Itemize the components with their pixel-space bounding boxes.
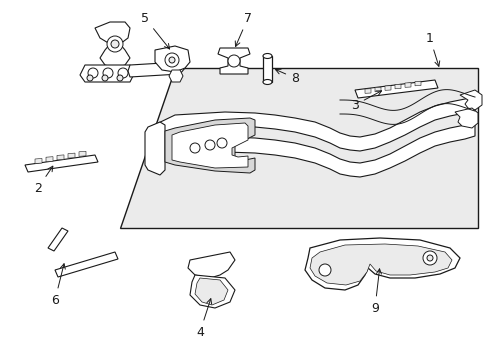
Circle shape (107, 36, 123, 52)
Polygon shape (414, 81, 420, 86)
Circle shape (190, 143, 200, 153)
Polygon shape (148, 123, 474, 177)
Polygon shape (25, 155, 98, 172)
Circle shape (422, 251, 436, 265)
Circle shape (204, 140, 215, 150)
Circle shape (164, 53, 179, 67)
Polygon shape (35, 158, 42, 163)
Polygon shape (172, 123, 247, 168)
Polygon shape (309, 244, 451, 285)
Text: 8: 8 (275, 69, 298, 85)
Polygon shape (384, 86, 390, 90)
Polygon shape (128, 62, 184, 77)
Circle shape (103, 68, 113, 78)
Polygon shape (187, 252, 235, 278)
Circle shape (217, 138, 226, 148)
Polygon shape (195, 278, 227, 305)
Polygon shape (95, 22, 130, 68)
Polygon shape (364, 89, 370, 93)
Circle shape (318, 264, 330, 276)
Polygon shape (68, 153, 75, 158)
Circle shape (102, 75, 108, 81)
Text: 4: 4 (196, 299, 211, 338)
Text: 9: 9 (370, 269, 381, 315)
Circle shape (118, 68, 128, 78)
Text: 1: 1 (425, 32, 439, 66)
Circle shape (117, 75, 123, 81)
Polygon shape (454, 108, 477, 128)
Polygon shape (190, 275, 235, 308)
Polygon shape (404, 83, 410, 87)
Text: 3: 3 (350, 91, 381, 112)
Polygon shape (354, 80, 437, 98)
Text: 5: 5 (141, 12, 169, 49)
Polygon shape (55, 252, 118, 277)
Polygon shape (80, 65, 135, 82)
Polygon shape (374, 87, 380, 92)
Ellipse shape (263, 54, 271, 59)
Polygon shape (305, 238, 459, 290)
Polygon shape (164, 118, 254, 173)
Polygon shape (48, 228, 68, 251)
Circle shape (87, 75, 93, 81)
Polygon shape (169, 70, 183, 82)
Circle shape (88, 68, 98, 78)
Circle shape (111, 40, 119, 48)
Polygon shape (46, 157, 53, 162)
Polygon shape (79, 151, 86, 156)
Circle shape (227, 55, 240, 67)
Polygon shape (145, 122, 164, 175)
Circle shape (169, 57, 175, 63)
Polygon shape (155, 46, 190, 72)
Polygon shape (394, 84, 400, 89)
Text: 6: 6 (51, 264, 65, 306)
Polygon shape (120, 68, 477, 228)
Polygon shape (57, 155, 64, 160)
Polygon shape (263, 56, 271, 82)
Polygon shape (218, 48, 249, 74)
Text: 2: 2 (34, 166, 53, 194)
Polygon shape (459, 90, 481, 110)
Text: 7: 7 (235, 12, 251, 46)
Circle shape (426, 255, 432, 261)
Polygon shape (148, 97, 474, 151)
Ellipse shape (263, 80, 271, 85)
